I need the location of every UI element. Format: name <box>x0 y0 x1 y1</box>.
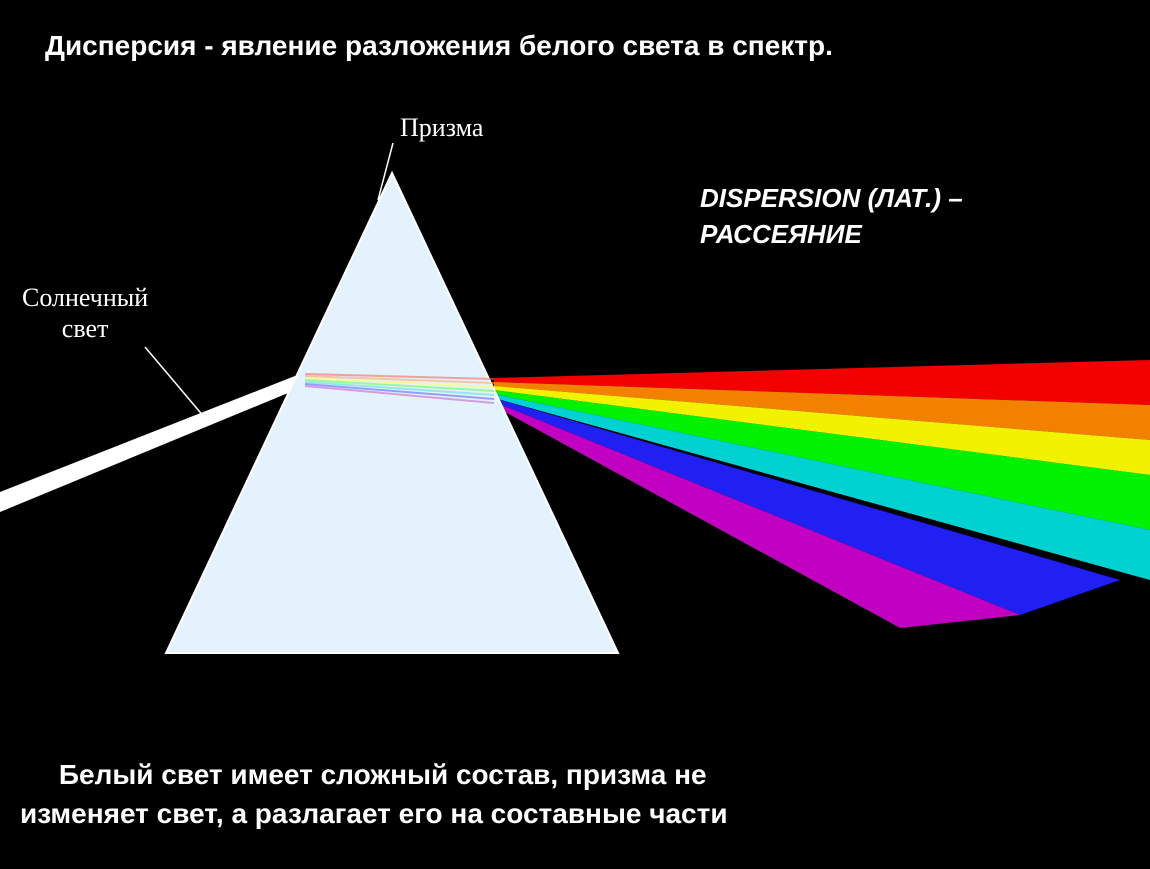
page-title: Дисперсия - явление разложения белого св… <box>45 30 833 62</box>
sunlight-label-line1: Солнечный <box>22 282 148 313</box>
prism-diagram <box>0 0 1150 864</box>
prism-label: Призма <box>400 113 483 143</box>
dispersion-latin-label: DISPERSION (ЛАТ.) – РАССЕЯНИЕ <box>700 180 963 253</box>
bottom-text-line2: изменяет свет, а разлагает его на состав… <box>20 794 728 833</box>
sunlight-label-line2: свет <box>22 313 148 344</box>
spectrum-rays-group <box>494 360 1150 628</box>
dispersion-latin-line1: DISPERSION (ЛАТ.) – <box>700 180 963 216</box>
bottom-text-line1: Белый свет имеет сложный состав, призма … <box>20 755 728 794</box>
sunlight-pointer-line <box>145 347 205 418</box>
sunlight-label: Солнечный свет <box>22 282 148 344</box>
bottom-description: Белый свет имеет сложный состав, призма … <box>20 755 728 833</box>
diagram-svg <box>0 0 1150 864</box>
dispersion-latin-line2: РАССЕЯНИЕ <box>700 216 963 252</box>
